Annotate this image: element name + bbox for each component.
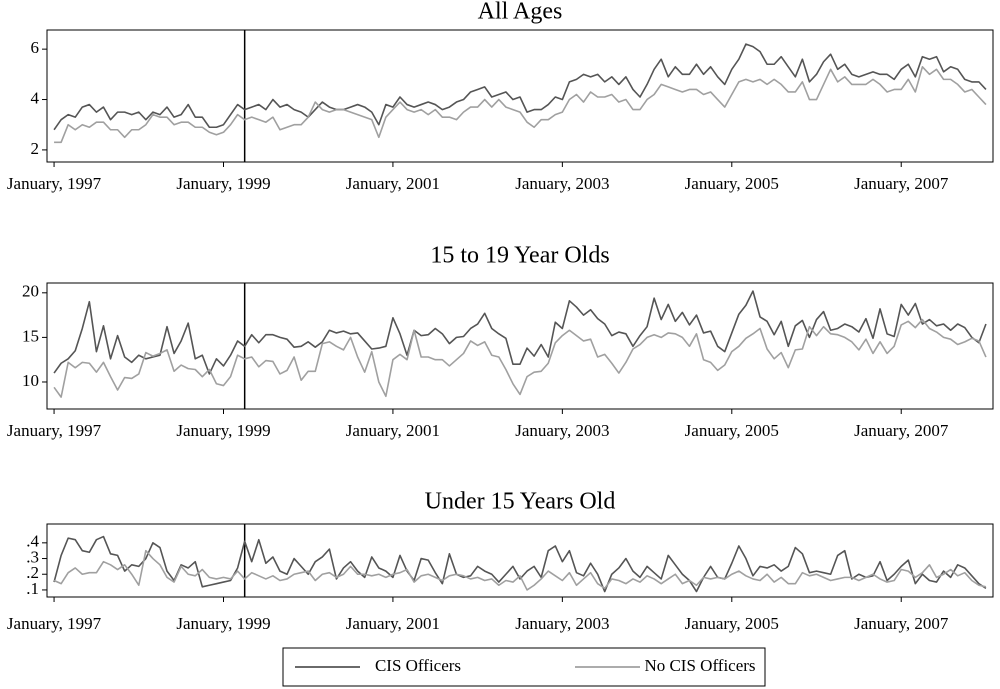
plot-frame: [46, 523, 994, 598]
x-tick-label: January, 1997: [7, 421, 102, 440]
y-tick-label: .4: [26, 532, 39, 551]
y-tick-label: .1: [26, 579, 39, 598]
x-tick-label: January, 2001: [346, 614, 440, 633]
x-tick-label: January, 2003: [515, 174, 609, 193]
y-tick-label: 2: [31, 139, 40, 158]
x-tick-label: January, 1999: [176, 421, 270, 440]
legend-label: CIS Officers: [375, 656, 461, 675]
series-line: [53, 318, 987, 398]
series-line: [53, 43, 987, 131]
x-tick-label: January, 2007: [854, 421, 949, 440]
y-tick-label: 4: [31, 88, 40, 107]
x-tick-label: January, 2003: [515, 421, 609, 440]
plot-frame: [46, 282, 994, 410]
x-tick-label: January, 2005: [685, 174, 779, 193]
plot-frame: [46, 29, 994, 163]
x-tick-label: January, 2007: [854, 174, 949, 193]
panel-title: Under 15 Years Old: [425, 489, 616, 515]
panel-title: 15 to 19 Year Olds: [430, 243, 609, 269]
y-tick-label: 15: [22, 326, 39, 345]
series-line: [53, 535, 987, 593]
x-tick-label: January, 2001: [346, 421, 440, 440]
x-tick-label: January, 1997: [7, 614, 102, 633]
x-tick-label: January, 2003: [515, 614, 609, 633]
y-tick-label: 10: [22, 371, 39, 390]
y-tick-label: .2: [26, 563, 39, 582]
legend-box: [282, 647, 766, 687]
x-tick-label: January, 1997: [7, 174, 102, 193]
y-tick-label: .3: [26, 547, 39, 566]
series-line: [54, 65, 987, 144]
x-tick-label: January, 2001: [346, 174, 440, 193]
x-tick-label: January, 2007: [854, 614, 949, 633]
legend-label: No CIS Officers: [644, 656, 755, 675]
series-line: [53, 549, 987, 591]
y-tick-label: 20: [22, 282, 39, 301]
x-tick-label: January, 1999: [176, 614, 270, 633]
x-tick-label: January, 2005: [685, 614, 779, 633]
panel-title: All Ages: [478, 0, 563, 25]
y-tick-label: 6: [31, 38, 40, 57]
series-line: [53, 290, 987, 375]
x-tick-label: January, 2005: [685, 421, 779, 440]
x-tick-label: January, 1999: [176, 174, 270, 193]
